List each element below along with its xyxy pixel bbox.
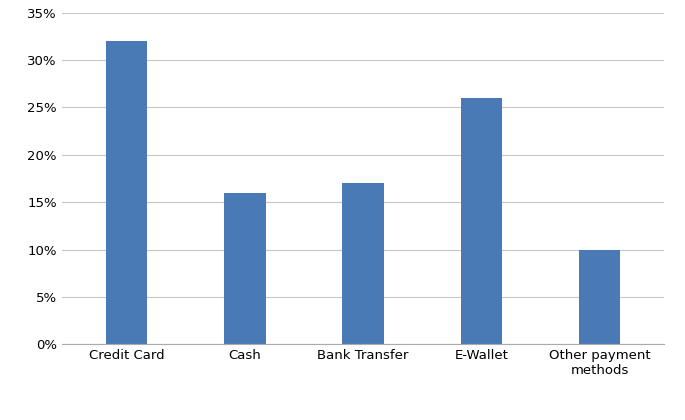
Bar (579, 249, 620, 344)
Bar (224, 193, 266, 344)
Bar (106, 41, 147, 344)
Bar (460, 98, 502, 344)
Bar (342, 183, 384, 344)
